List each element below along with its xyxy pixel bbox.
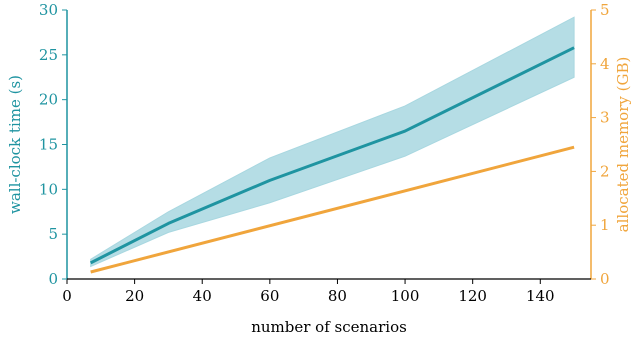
time-confidence-band (90, 16, 575, 268)
x-tick-label: 120 (458, 287, 487, 305)
x-tick-label: 140 (526, 287, 555, 305)
right-y-tick-label: 5 (600, 1, 610, 19)
x-axis-label: number of scenarios (251, 318, 407, 336)
right-y-tick-label: 4 (600, 55, 610, 73)
left-y-tick-label: 15 (39, 136, 58, 154)
time-line (89, 46, 575, 265)
right-y-axis-label: allocated memory (GB) (614, 57, 632, 233)
x-tick-label: 100 (391, 287, 420, 305)
memory-line (90, 145, 575, 274)
left-y-axis-label: wall-clock time (s) (6, 75, 24, 214)
left-y-tick-label: 25 (39, 46, 58, 64)
x-tick-label: 40 (193, 287, 212, 305)
x-tick-label: 60 (260, 287, 279, 305)
left-y-tick-label: 5 (48, 225, 58, 243)
x-tick-label: 20 (125, 287, 144, 305)
plot-area (89, 16, 575, 274)
left-y-tick-label: 10 (39, 180, 58, 198)
left-y-tick-label: 30 (39, 1, 58, 19)
left-y-tick-label: 20 (39, 91, 58, 109)
x-tick-label: 80 (328, 287, 347, 305)
right-y-tick-label: 3 (600, 109, 610, 127)
right-y-tick-label: 0 (600, 270, 610, 288)
left-y-tick-label: 0 (48, 270, 58, 288)
right-y-tick-label: 1 (600, 216, 610, 234)
axes: 0 20 40 60 80 100 120 140 0 5 10 15 20 25 30 0 1 2 3 4 5 (39, 1, 610, 305)
x-tick-label: 0 (62, 287, 72, 305)
right-y-tick-label: 2 (600, 162, 610, 180)
